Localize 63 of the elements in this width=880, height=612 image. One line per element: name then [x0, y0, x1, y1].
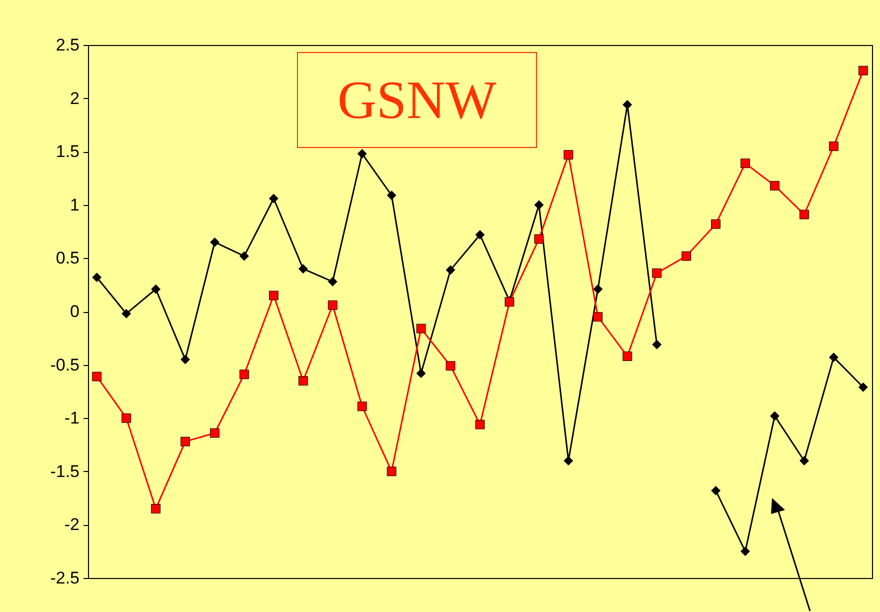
- point: [357, 402, 367, 412]
- point: [180, 436, 190, 446]
- point: [858, 382, 868, 392]
- point: [858, 66, 868, 76]
- point: [328, 300, 338, 310]
- point: [799, 210, 809, 220]
- point: [534, 200, 544, 210]
- y-tick-label: -2: [64, 515, 80, 534]
- y-tick-label: -2.5: [50, 568, 80, 588]
- point: [180, 354, 190, 364]
- point: [416, 368, 426, 378]
- point: [268, 194, 278, 204]
- point: [534, 234, 544, 244]
- point: [416, 324, 426, 334]
- point: [210, 428, 220, 438]
- point: [239, 370, 249, 380]
- point: [652, 340, 662, 350]
- y-tick-label: -1.5: [50, 462, 80, 481]
- point: [652, 268, 662, 278]
- point: [328, 276, 338, 286]
- annotation: GSNW: [297, 52, 537, 148]
- point: [799, 456, 809, 466]
- point: [92, 272, 102, 282]
- point: [357, 149, 367, 158]
- point: [770, 411, 780, 421]
- y-tick-label: -0.5: [50, 355, 80, 374]
- y-tick-label: 0.5: [56, 248, 80, 268]
- point: [711, 486, 721, 496]
- point: [151, 284, 161, 294]
- point: [593, 284, 603, 294]
- point: [210, 237, 220, 247]
- point: [298, 264, 308, 274]
- point: [298, 376, 308, 386]
- point: [151, 504, 161, 514]
- y-tick-label: 2: [70, 88, 80, 108]
- point: [593, 312, 603, 322]
- y-tick-label: -1: [64, 408, 80, 428]
- point: [622, 100, 632, 110]
- y-tick-label: 2.5: [56, 36, 80, 54]
- point: [268, 290, 278, 300]
- point: [475, 420, 485, 430]
- y-tick-label: 1.5: [56, 142, 80, 162]
- point: [122, 308, 132, 318]
- point: [740, 546, 750, 556]
- point: [740, 158, 750, 168]
- point: [475, 230, 485, 240]
- point: [92, 372, 102, 382]
- point: [446, 361, 456, 371]
- point: [770, 180, 780, 190]
- point: [122, 413, 132, 423]
- point: [386, 190, 396, 200]
- point: [446, 265, 456, 275]
- point: [564, 456, 574, 466]
- point: [828, 352, 838, 362]
- point: [828, 142, 838, 151]
- point: [386, 466, 396, 476]
- point: [564, 150, 574, 160]
- point: [711, 219, 721, 229]
- point: [622, 352, 632, 361]
- point: [239, 251, 249, 261]
- point: [682, 251, 692, 261]
- y-tick-label: 0: [70, 302, 80, 321]
- y-tick-label: 1: [70, 195, 80, 214]
